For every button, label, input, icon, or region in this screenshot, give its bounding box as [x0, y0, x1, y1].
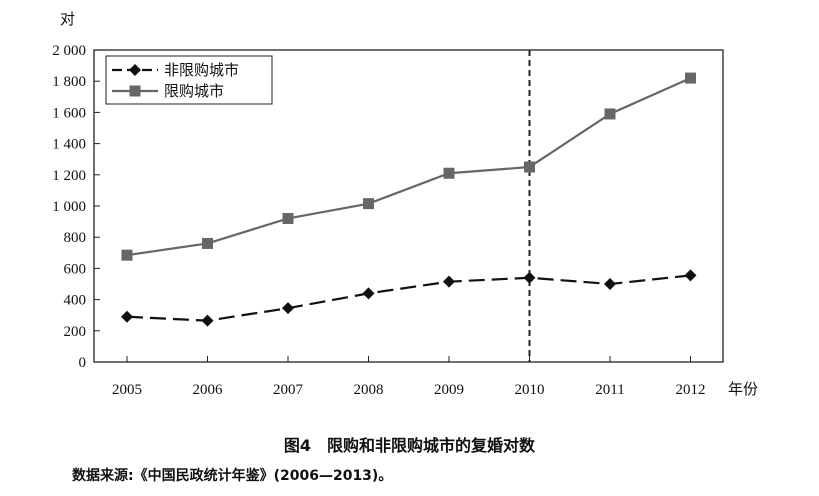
y-axis: 0 200 400 600 800 1 000 1 200 1 400 1 600 1 800 2 …	[52, 43, 100, 371]
data-point-square	[524, 161, 535, 173]
data-point-square	[363, 198, 374, 210]
series-2	[121, 72, 696, 261]
data-point-square	[202, 237, 213, 249]
data-point-square	[604, 108, 616, 120]
x-tick-label: 2012	[676, 382, 706, 398]
data-point-square	[121, 249, 133, 261]
x-tick-label: 2006	[193, 382, 224, 398]
data-point-diamond	[282, 302, 294, 315]
marriage-chart: 0 200 400 600 800 1 000 1 200 1 400 1 600 1 800 2 …	[52, 10, 758, 398]
series-layer	[121, 72, 697, 327]
y-tick-label: 1 400	[52, 137, 86, 153]
y-tick-label: 1 600	[52, 105, 86, 121]
y-tick-label: 600	[64, 261, 87, 277]
x-tick-label: 2011	[595, 382, 624, 398]
y-tick-label: 200	[64, 324, 87, 340]
data-point-square	[282, 212, 294, 224]
y-axis-title: 对	[60, 10, 75, 28]
data-point-square	[685, 72, 696, 84]
data-point-diamond	[604, 278, 616, 290]
legend-marker-square	[129, 85, 141, 97]
legend-label: 限购城市	[164, 82, 224, 100]
y-tick-label: 800	[64, 230, 87, 246]
y-tick-label: 2 000	[52, 43, 86, 59]
data-point-diamond	[523, 271, 536, 284]
y-tick-label: 1 000	[52, 199, 86, 215]
data-point-diamond	[443, 275, 455, 288]
data-point-diamond	[684, 269, 697, 282]
y-tick-label: 1 800	[52, 74, 86, 90]
y-tick-label: 0	[79, 355, 87, 371]
data-point-diamond	[362, 287, 375, 300]
figure-caption: 图4 限购和非限购城市的复婚对数	[283, 436, 536, 455]
legend-marker-diamond	[129, 64, 141, 76]
series-line	[126, 77, 691, 257]
x-axis-title: 年份	[728, 380, 758, 398]
legend-label: 非限购城市	[164, 61, 239, 79]
x-tick-label: 2007	[273, 382, 304, 398]
x-tick-label: 2009	[434, 382, 464, 398]
data-point-diamond	[201, 314, 214, 327]
y-tick-label: 400	[64, 293, 87, 309]
data-source-note: 数据来源:《中国民政统计年鉴》(2006—2013)。	[72, 468, 393, 484]
x-tick-label: 2005	[112, 382, 142, 398]
x-axis: 2005 2006 2007 2008 2009 2010 2011 2012	[112, 356, 706, 398]
y-tick-label: 1 200	[52, 168, 86, 184]
series-line	[126, 274, 691, 322]
data-point-square	[443, 167, 455, 179]
x-tick-label: 2010	[515, 382, 545, 398]
data-point-diamond	[121, 310, 133, 323]
x-tick-label: 2008	[354, 382, 384, 398]
series-1	[121, 269, 697, 327]
